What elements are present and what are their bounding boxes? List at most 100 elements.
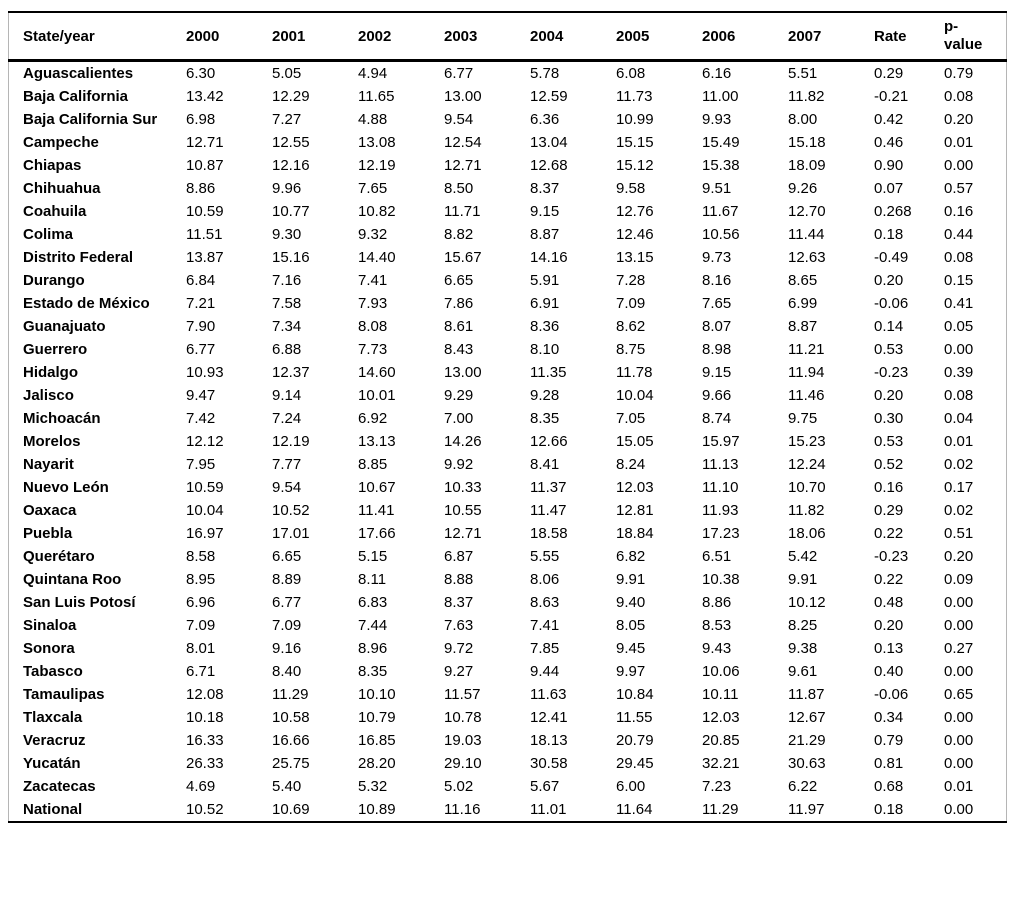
column-header-label: 2000 [186,27,220,45]
value-cell: 0.53 [874,341,904,358]
value-cell: 9.43 [702,640,732,657]
value-cell: 0.08 [944,249,974,266]
value-cell: 7.95 [186,456,216,473]
value-cell: 11.65 [358,88,395,105]
value-cell: 13.42 [186,88,224,105]
value-cell: 7.00 [444,410,474,427]
value-cell: 6.84 [186,272,216,289]
value-cell: 0.00 [944,801,974,818]
value-cell: 12.19 [358,157,396,174]
value-cell: 5.51 [788,65,818,82]
table-row-veracruz: Veracruz 16.33 16.66 16.85 19.03 18.13 20.79 20… [9,729,1007,752]
value-cell: 8.85 [358,456,388,473]
value-cell: 12.29 [272,88,310,105]
value-cell: 10.01 [358,387,396,404]
value-cell: 12.19 [272,433,310,450]
value-cell: 9.27 [444,663,474,680]
column-header-2002: 2002 [344,12,430,62]
value-cell: 9.29 [444,387,474,404]
value-cell: 10.04 [186,502,224,519]
state-name: Sinaloa [23,617,77,634]
value-cell: -0.21 [874,88,909,105]
state-name: Veracruz [23,732,86,749]
value-cell: 13.00 [444,364,482,381]
state-name: Yucatán [23,755,81,772]
column-header-label: State/year [23,27,95,45]
value-cell: 12.71 [444,525,482,542]
value-cell: 0.16 [874,479,904,496]
value-cell: 7.42 [186,410,216,427]
value-cell: 6.98 [186,111,216,128]
table-row-puebla: Puebla 16.97 17.01 17.66 12.71 18.58 18.84 17.2… [9,522,1007,545]
value-cell: 18.58 [530,525,568,542]
value-cell: 14.26 [444,433,482,450]
value-cell: 13.00 [444,88,482,105]
state-name: Guerrero [23,341,88,358]
value-cell: 8.24 [616,456,646,473]
value-cell: 6.30 [186,65,216,82]
table-row-estado-de-m-xico: Estado de México 7.21 7.58 7.93 7.86 6.91 7.09… [9,292,1007,315]
value-cell: 11.01 [530,801,567,818]
value-cell: 8.95 [186,571,216,588]
value-cell: 6.51 [702,548,732,565]
value-cell: 8.01 [186,640,216,657]
value-cell: 7.41 [358,272,388,289]
state-name: Aguascalientes [23,65,134,82]
state-name: Chihuahua [23,180,101,197]
value-cell: 0.68 [874,778,904,795]
value-cell: 11.55 [616,709,653,726]
value-cell: 12.81 [616,502,654,519]
value-cell: 6.65 [272,548,302,565]
value-cell: 8.06 [530,571,560,588]
value-cell: 10.78 [444,709,482,726]
value-cell: 11.73 [616,88,653,105]
value-cell: 0.52 [874,456,904,473]
value-cell: 0.00 [944,594,974,611]
value-cell: 15.49 [702,134,740,151]
table-row-tabasco: Tabasco 6.71 8.40 8.35 9.27 9.44 9.97 10.06 9.61… [9,660,1007,683]
value-cell: 11.21 [788,341,825,358]
value-cell: 7.63 [444,617,474,634]
value-cell: 0.27 [944,640,974,657]
value-cell: 4.88 [358,111,388,128]
value-cell: 10.10 [358,686,396,703]
value-cell: 21.29 [788,732,826,749]
value-cell: 8.10 [530,341,560,358]
column-header-label: Rate [874,27,907,45]
value-cell: 9.15 [530,203,560,220]
value-cell: 26.33 [186,755,224,772]
state-year-rate-table-frame: State/year 2000 2001 2002 2003 2004 2005 2006 20… [8,11,1007,823]
state-name: Coahuila [23,203,87,220]
value-cell: 11.82 [788,502,825,519]
state-name: Michoacán [23,410,101,427]
value-cell: 13.04 [530,134,568,151]
value-cell: 7.21 [186,295,216,312]
value-cell: 6.16 [702,65,732,82]
value-cell: 9.72 [444,640,474,657]
value-cell: 10.55 [444,502,482,519]
value-cell: 8.61 [444,318,474,335]
value-cell: 16.66 [272,732,310,749]
value-cell: 9.73 [702,249,732,266]
value-cell: 0.16 [944,203,974,220]
table-row-yucat-n: Yucatán 26.33 25.75 28.20 29.10 30.58 29.45 32.… [9,752,1007,775]
value-cell: 16.97 [186,525,224,542]
value-cell: -0.23 [874,364,909,381]
value-cell: 10.79 [358,709,396,726]
value-cell: 6.65 [444,272,474,289]
value-cell: 11.16 [444,801,481,818]
value-cell: 10.11 [702,686,739,703]
value-cell: 8.58 [186,548,216,565]
value-cell: 30.58 [530,755,568,772]
value-cell: 5.42 [788,548,818,565]
column-header-2005: 2005 [602,12,688,62]
value-cell: 11.64 [616,801,653,818]
value-cell: 0.18 [874,801,904,818]
value-cell: 0.57 [944,180,974,197]
value-cell: 7.93 [358,295,388,312]
value-cell: 4.69 [186,778,216,795]
value-cell: 11.78 [616,364,653,381]
value-cell: 7.86 [444,295,474,312]
value-cell: 8.35 [530,410,560,427]
column-header-2003: 2003 [430,12,516,62]
